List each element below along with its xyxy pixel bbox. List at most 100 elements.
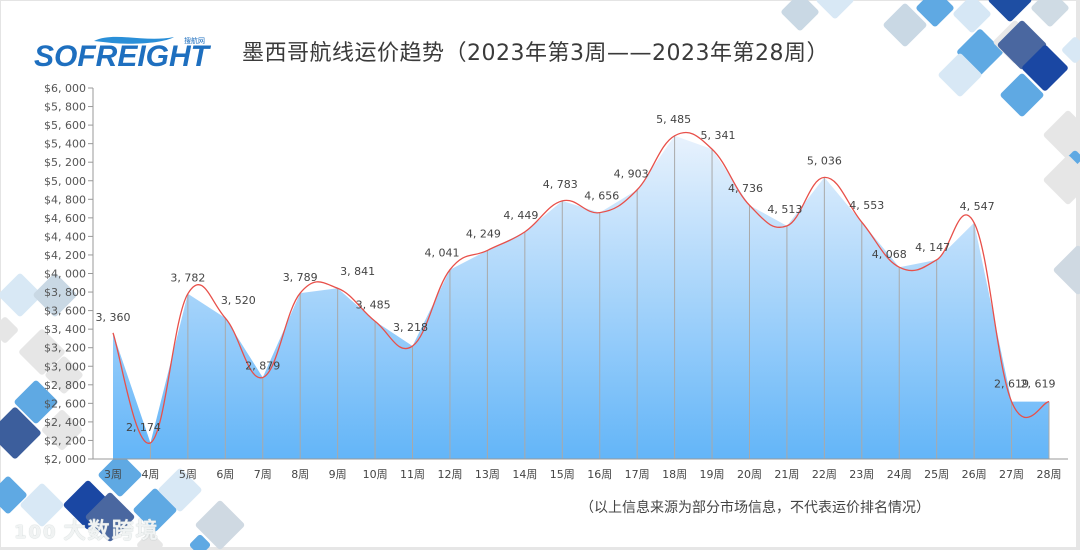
diamond-shape	[938, 53, 982, 97]
source-note: （以上信息来源为部分市场信息，不代表运价排名情况）	[580, 500, 930, 516]
x-tick-label: 26周	[962, 468, 987, 481]
data-label: 4, 553	[849, 199, 884, 212]
data-label: 3, 485	[356, 298, 391, 311]
y-tick-label: $4, 200	[44, 249, 86, 262]
x-tick-label: 15周	[550, 468, 575, 481]
data-label: 5, 036	[807, 154, 842, 167]
y-tick-label: $3, 200	[44, 342, 86, 355]
y-tick-label: $4, 600	[44, 212, 86, 225]
diamond-shape	[0, 407, 41, 459]
diamond-shape	[189, 534, 211, 550]
x-tick-label: 14周	[512, 468, 537, 481]
diamond-shape	[0, 317, 18, 343]
y-tick-label: $3, 000	[44, 360, 86, 373]
diamond-shape	[33, 273, 77, 317]
y-tick-label: $3, 800	[44, 286, 86, 299]
diamond-shape	[883, 3, 927, 47]
y-tick-label: $4, 000	[44, 268, 86, 281]
diamond-shape	[45, 356, 83, 394]
data-label: 3, 789	[283, 271, 318, 284]
diamond-shape	[1043, 155, 1080, 205]
y-tick-label: $5, 400	[44, 138, 86, 151]
data-label: 4, 903	[614, 168, 649, 181]
x-tick-label: 24周	[887, 468, 912, 481]
y-tick-label: $2, 400	[44, 416, 86, 429]
diamond-shape	[816, 0, 854, 19]
data-labels: 3, 360 2, 174 3, 782 3, 520 2, 879 3, 789 3, 8…	[96, 113, 1056, 434]
diamond-shape	[1022, 45, 1068, 91]
data-label: 4, 249	[466, 227, 501, 240]
y-tick-label: $6, 000	[44, 82, 86, 95]
y-tick-label: $4, 800	[44, 193, 86, 206]
data-label: 4, 147	[915, 241, 950, 254]
x-tick-label: 22周	[812, 468, 837, 481]
x-tick-label: 21周	[774, 468, 799, 481]
y-tick-label: $2, 600	[44, 397, 86, 410]
data-label: 3, 782	[170, 272, 205, 285]
drop-lines	[149, 135, 1050, 459]
sofreight-logo: SOFREIGHT 搜航网	[34, 36, 212, 69]
y-tick-label: $2, 800	[44, 379, 86, 392]
diamond-shape	[20, 483, 64, 527]
chart-title: 墨西哥航线运价趋势（2023年第3周——2023年第28周）	[242, 41, 829, 66]
y-tick-label: $2, 000	[44, 453, 86, 466]
diamond-shape	[1062, 37, 1080, 63]
x-tick-label: 6周	[216, 468, 234, 481]
y-tick-label: $3, 600	[44, 305, 86, 318]
x-tick-label: 11周	[400, 468, 425, 481]
x-tick-label: 27周	[999, 468, 1024, 481]
data-label: 4, 068	[872, 248, 907, 261]
area-fill	[113, 135, 1049, 460]
data-label: 2, 619	[1021, 378, 1056, 391]
watermark-logo-icon: 100	[14, 522, 58, 543]
x-tick-label: 20周	[737, 468, 762, 481]
diamond-shape	[988, 0, 1032, 22]
watermark-text: 大数跨境	[63, 519, 160, 544]
data-label: 4, 656	[584, 190, 619, 203]
diamond-shape	[98, 453, 142, 497]
data-label: 3, 841	[340, 265, 375, 278]
x-tick-label: 23周	[849, 468, 874, 481]
bottom-border	[0, 547, 1080, 550]
data-label: 2, 879	[245, 359, 280, 372]
trend-line	[112, 131, 1050, 444]
data-label: 3, 520	[221, 294, 256, 307]
x-tick-label: 18周	[662, 468, 687, 481]
diamond-shape	[14, 380, 58, 424]
x-tick-label: 3周	[104, 468, 122, 481]
watermark: 100 大数跨境	[14, 513, 160, 545]
diamond-shape	[0, 476, 27, 514]
x-tick-label: 9周	[329, 468, 347, 481]
diamond-shape	[158, 468, 202, 512]
x-tick-label: 12周	[437, 468, 462, 481]
y-tick-label: $5, 000	[44, 175, 86, 188]
y-axis: $2, 000 $2, 200 $2, 400 $2, 600 $2, 800 $3, 0…	[44, 82, 94, 466]
diamond-shape	[916, 0, 954, 27]
x-tick-label: 7周	[254, 468, 272, 481]
diamond-shape	[1031, 0, 1069, 27]
logo-subtext: 搜航网	[184, 36, 205, 45]
x-tick-label: 13周	[475, 468, 500, 481]
x-tick-label: 16周	[587, 468, 612, 481]
y-tick-label: $3, 400	[44, 323, 86, 336]
diamond-shape	[137, 532, 163, 550]
logo-text: SOFREIGHT	[34, 40, 212, 69]
diamond-shape	[195, 500, 245, 550]
data-label: 3, 360	[96, 311, 131, 324]
diamond-shape	[953, 0, 991, 33]
wave-icon	[94, 36, 174, 44]
data-label: 5, 485	[656, 113, 691, 126]
x-tick-label: 8周	[291, 468, 309, 481]
diamond-shape	[1043, 110, 1080, 160]
diamond-shape	[1053, 245, 1080, 295]
diamond-shape	[133, 488, 177, 532]
y-tick-label: $2, 200	[44, 434, 86, 447]
data-label: 3, 218	[393, 321, 428, 334]
diamond-shape	[781, 0, 819, 31]
y-tick-label: $5, 600	[44, 119, 86, 132]
diamond-shape	[19, 329, 65, 375]
diamond-shape	[85, 492, 135, 542]
x-tick-label: 5周	[179, 468, 197, 481]
x-tick-label: 28周	[1037, 468, 1062, 481]
